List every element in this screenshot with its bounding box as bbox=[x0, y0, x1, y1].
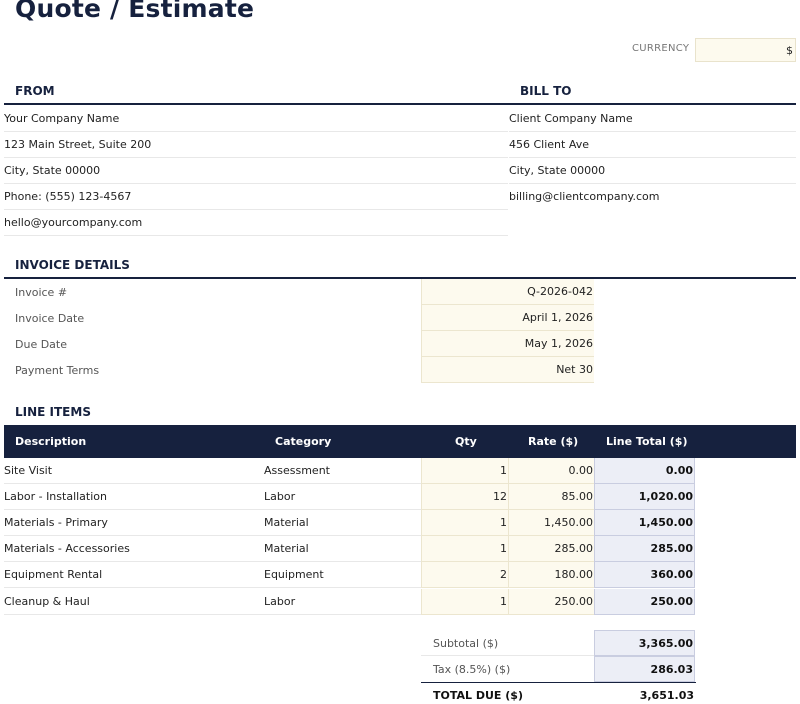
row-line-total: 250.00 bbox=[594, 589, 695, 615]
column-header-description: Description bbox=[15, 435, 87, 448]
section-rule bbox=[4, 277, 796, 279]
payment-terms-field[interactable]: Net 30 bbox=[421, 357, 594, 383]
divider bbox=[4, 535, 421, 536]
divider bbox=[4, 235, 508, 236]
row-qty-cell[interactable]: 1 bbox=[421, 536, 508, 562]
row-category: Assessment bbox=[264, 464, 330, 477]
subtotal-label: Subtotal ($) bbox=[433, 637, 499, 650]
payment-terms-label: Payment Terms bbox=[15, 364, 100, 377]
divider bbox=[4, 483, 421, 484]
bill-to-email: billing@clientcompany.com bbox=[509, 190, 660, 203]
divider bbox=[4, 131, 508, 132]
row-description: Cleanup & Haul bbox=[4, 595, 90, 608]
divider bbox=[4, 614, 421, 615]
line-items-heading: LINE ITEMS bbox=[15, 405, 91, 419]
invoice-number-field[interactable]: Q-2026-042 bbox=[421, 279, 594, 305]
from-city: City, State 00000 bbox=[4, 164, 101, 177]
bill-to-company: Client Company Name bbox=[509, 112, 633, 125]
row-line-total: 285.00 bbox=[594, 536, 695, 562]
row-rate-cell[interactable]: 0.00 bbox=[508, 458, 594, 484]
row-description: Materials - Accessories bbox=[4, 542, 130, 555]
row-description: Materials - Primary bbox=[4, 516, 108, 529]
table-row: Cleanup & Haul Labor 1 250.00 250.00 bbox=[4, 589, 796, 615]
divider bbox=[509, 157, 796, 158]
row-qty-cell[interactable]: 12 bbox=[421, 484, 508, 510]
row-category: Labor bbox=[264, 490, 296, 503]
table-row: Materials - Accessories Material 1 285.0… bbox=[4, 536, 796, 562]
section-rule bbox=[4, 103, 796, 105]
due-date-field[interactable]: May 1, 2026 bbox=[421, 331, 594, 357]
row-rate-cell[interactable]: 250.00 bbox=[508, 589, 594, 615]
currency-label: CURRENCY bbox=[632, 43, 690, 54]
row-qty-cell[interactable]: 2 bbox=[421, 562, 508, 588]
row-line-total: 1,450.00 bbox=[594, 510, 695, 536]
column-header-qty: Qty bbox=[455, 435, 477, 448]
row-qty-cell[interactable]: 1 bbox=[421, 589, 508, 615]
divider bbox=[421, 655, 594, 656]
row-line-total: 1,020.00 bbox=[594, 484, 695, 510]
row-category: Material bbox=[264, 542, 309, 555]
divider bbox=[4, 509, 421, 510]
divider bbox=[4, 587, 421, 588]
row-rate-cell[interactable]: 285.00 bbox=[508, 536, 594, 562]
column-header-line-total: Line Total ($) bbox=[606, 435, 688, 448]
bill-to-city: City, State 00000 bbox=[509, 164, 606, 177]
total-due-value: 3,651.03 bbox=[639, 689, 694, 702]
column-header-rate: Rate ($) bbox=[528, 435, 579, 448]
invoice-date-label: Invoice Date bbox=[15, 312, 85, 325]
row-description: Labor - Installation bbox=[4, 490, 107, 503]
currency-field[interactable]: $ bbox=[695, 38, 796, 62]
row-rate-cell[interactable]: 180.00 bbox=[508, 562, 594, 588]
invoice-date-field[interactable]: April 1, 2026 bbox=[421, 305, 594, 331]
table-row: Equipment Rental Equipment 2 180.00 360.… bbox=[4, 562, 796, 588]
row-description: Equipment Rental bbox=[4, 568, 103, 581]
divider bbox=[509, 131, 796, 132]
from-phone: Phone: (555) 123-4567 bbox=[4, 190, 132, 203]
table-row: Site Visit Assessment 1 0.00 0.00 bbox=[4, 458, 796, 484]
tax-label: Tax (8.5%) ($) bbox=[433, 663, 511, 676]
row-category: Equipment bbox=[264, 568, 324, 581]
bill-to-address: 456 Client Ave bbox=[509, 138, 589, 151]
invoice-details-heading: INVOICE DETAILS bbox=[15, 258, 130, 272]
invoice-number-label: Invoice # bbox=[15, 286, 68, 299]
from-address: 123 Main Street, Suite 200 bbox=[4, 138, 152, 151]
row-category: Material bbox=[264, 516, 309, 529]
from-email: hello@yourcompany.com bbox=[4, 216, 143, 229]
divider bbox=[4, 561, 421, 562]
row-rate-cell[interactable]: 85.00 bbox=[508, 484, 594, 510]
bill-to-heading: BILL TO bbox=[520, 84, 572, 98]
divider bbox=[4, 209, 508, 210]
table-row: Labor - Installation Labor 12 85.00 1,02… bbox=[4, 484, 796, 510]
total-due-label: TOTAL DUE ($) bbox=[433, 689, 523, 702]
from-company: Your Company Name bbox=[4, 112, 120, 125]
table-row: Materials - Primary Material 1 1,450.00 … bbox=[4, 510, 796, 536]
due-date-label: Due Date bbox=[15, 338, 67, 351]
row-line-total: 360.00 bbox=[594, 562, 695, 588]
row-description: Site Visit bbox=[4, 464, 53, 477]
row-line-total: 0.00 bbox=[594, 458, 695, 484]
divider bbox=[4, 183, 508, 184]
divider bbox=[4, 157, 508, 158]
page-title: Quote / Estimate bbox=[15, 0, 255, 23]
row-rate-cell[interactable]: 1,450.00 bbox=[508, 510, 594, 536]
column-header-category: Category bbox=[275, 435, 332, 448]
from-heading: FROM bbox=[15, 84, 55, 98]
divider bbox=[509, 183, 796, 184]
line-items-header: Description Category Qty Rate ($) Line T… bbox=[4, 425, 796, 458]
row-qty-cell[interactable]: 1 bbox=[421, 510, 508, 536]
total-rule bbox=[421, 682, 696, 683]
row-category: Labor bbox=[264, 595, 296, 608]
subtotal-value: 3,365.00 bbox=[594, 630, 695, 656]
tax-value: 286.03 bbox=[594, 656, 695, 682]
row-qty-cell[interactable]: 1 bbox=[421, 458, 508, 484]
